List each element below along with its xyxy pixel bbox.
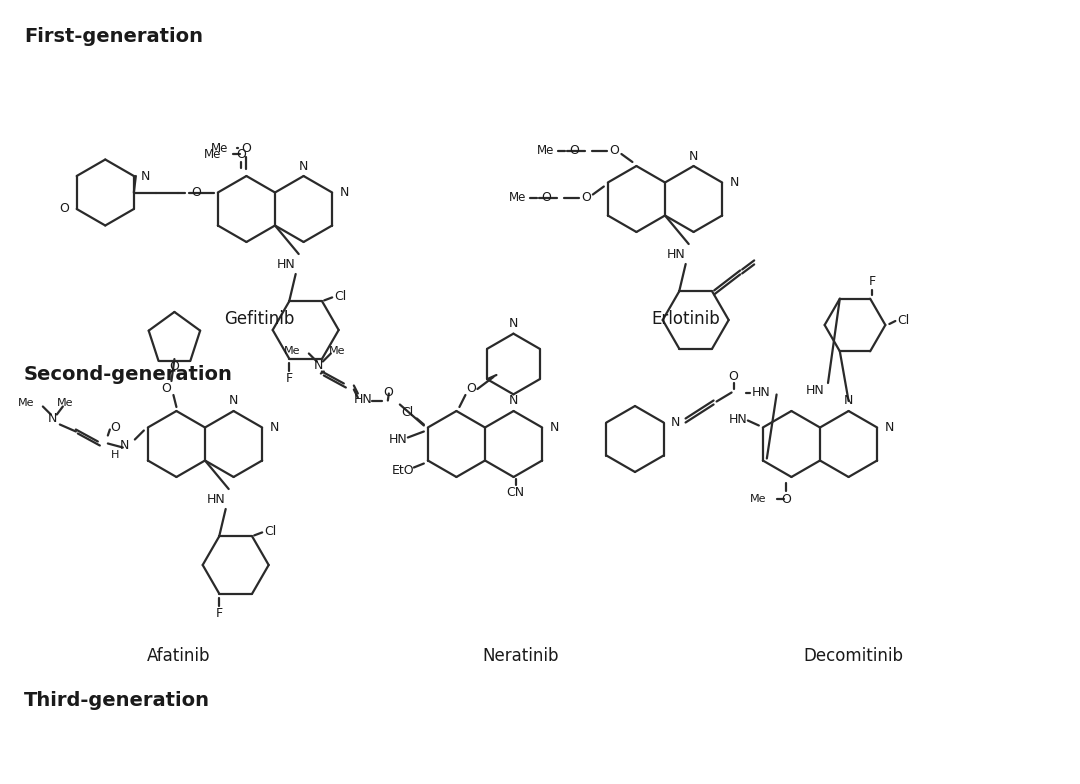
Text: EtO: EtO [392, 464, 414, 477]
Text: Second-generation: Second-generation [24, 365, 232, 383]
Text: Decomitinib: Decomitinib [804, 647, 903, 665]
Text: N: N [671, 416, 680, 429]
Text: Cl: Cl [334, 290, 347, 303]
Text: CN: CN [507, 485, 525, 499]
Text: N: N [339, 186, 349, 199]
Text: N: N [120, 439, 130, 452]
Text: N: N [689, 150, 699, 162]
Text: N: N [270, 421, 279, 434]
Text: O: O [237, 147, 246, 161]
Text: HN: HN [666, 248, 685, 260]
Text: Me: Me [211, 141, 229, 154]
Text: HN: HN [752, 386, 771, 399]
Text: O: O [569, 144, 579, 158]
Text: Me: Me [284, 346, 301, 355]
Text: Me: Me [509, 191, 526, 204]
Text: Afatinib: Afatinib [147, 647, 210, 665]
Text: Me: Me [750, 494, 767, 504]
Text: Me: Me [537, 144, 554, 158]
Text: F: F [868, 275, 876, 289]
Text: O: O [242, 141, 252, 154]
Text: HN: HN [729, 413, 747, 426]
Text: Neratinib: Neratinib [483, 647, 558, 665]
Text: O: O [170, 360, 179, 372]
Text: HN: HN [353, 393, 373, 406]
Text: HN: HN [806, 384, 824, 397]
Text: O: O [467, 383, 476, 395]
Text: Me: Me [18, 398, 35, 408]
Text: O: O [782, 492, 792, 506]
Text: O: O [383, 386, 393, 399]
Text: O: O [110, 421, 120, 434]
Text: Me: Me [204, 147, 221, 161]
Text: HN: HN [276, 257, 295, 270]
Text: N: N [299, 159, 308, 172]
Text: N: N [729, 176, 739, 189]
Text: Cl: Cl [897, 314, 909, 326]
Text: O: O [59, 202, 69, 216]
Text: O: O [191, 186, 201, 199]
Text: N: N [49, 412, 57, 425]
Text: O: O [729, 370, 739, 383]
Text: N: N [229, 394, 239, 408]
Text: F: F [285, 372, 293, 385]
Text: HN: HN [389, 433, 407, 446]
Text: F: F [216, 607, 222, 620]
Text: O: O [162, 383, 172, 395]
Text: O: O [609, 144, 619, 158]
Text: N: N [509, 318, 518, 330]
Text: H: H [110, 451, 119, 460]
Text: N: N [885, 421, 894, 434]
Text: Cl: Cl [264, 525, 276, 538]
Text: N: N [550, 421, 558, 434]
Text: O: O [541, 191, 551, 204]
Text: Me: Me [328, 346, 346, 355]
Text: O: O [581, 191, 591, 204]
Text: First-generation: First-generation [24, 27, 203, 46]
Text: N: N [314, 359, 324, 372]
Text: Third-generation: Third-generation [24, 691, 210, 710]
Text: Erlotinib: Erlotinib [651, 310, 720, 328]
Text: HN: HN [206, 492, 225, 506]
Text: Cl: Cl [402, 406, 414, 419]
Text: N: N [141, 169, 150, 183]
Text: N: N [843, 394, 853, 408]
Text: Me: Me [56, 398, 73, 408]
Text: Gefitinib: Gefitinib [224, 310, 295, 328]
Text: N: N [509, 394, 518, 408]
